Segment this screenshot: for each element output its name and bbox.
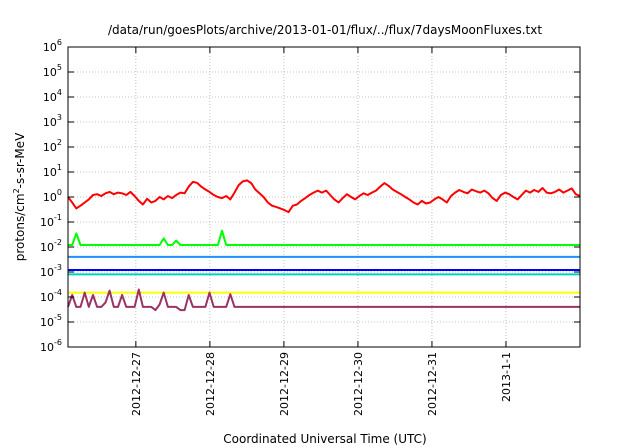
series-line-2 — [68, 229, 580, 246]
y-tick-label: 101 — [43, 163, 62, 179]
y-tick-exponent: -6 — [54, 338, 62, 347]
grid — [68, 47, 580, 347]
y-tick-base: 10 — [43, 116, 57, 129]
series-line-1 — [67, 179, 581, 214]
x-tick-label: 2012-12-29 — [278, 352, 291, 416]
y-tick-label: 10-4 — [40, 288, 62, 304]
y-tick-exponent: -2 — [54, 238, 62, 247]
y-tick-exponent: -4 — [54, 288, 62, 297]
y-tick-base: 10 — [43, 141, 57, 154]
y-axis: 10-610-510-410-310-210-11001011021031041… — [40, 38, 580, 354]
x-tick-label: 2012-12-28 — [204, 352, 217, 416]
y-tick-label: 10-5 — [40, 313, 62, 329]
y-tick-base: 10 — [43, 41, 57, 54]
y-axis-label-main: protons/cm — [13, 193, 27, 261]
y-tick-label: 104 — [43, 88, 62, 104]
x-axis: 2012-12-27 2012-12-28 2012-12-29 2012-12-30… — [130, 47, 513, 416]
y-tick-base: 10 — [40, 241, 54, 254]
y-tick-label: 103 — [43, 113, 62, 129]
series-lines — [67, 179, 581, 312]
chart-title: /data/run/goesPlots/archive/2013-01-01/f… — [108, 23, 542, 37]
y-tick-exponent: 1 — [57, 163, 62, 172]
y-tick-label: 102 — [43, 138, 62, 154]
y-tick-label: 106 — [43, 38, 62, 54]
series-line-7 — [67, 288, 580, 312]
y-tick-exponent: -1 — [54, 213, 62, 222]
x-tick-label: 2012-12-30 — [352, 352, 365, 416]
y-tick-base: 10 — [43, 166, 57, 179]
x-tick-label: 2012-12-27 — [130, 352, 143, 416]
y-tick-exponent: 3 — [57, 113, 62, 122]
x-tick-label: 2012-12-31 — [426, 352, 439, 416]
y-tick-base: 10 — [40, 216, 54, 229]
y-tick-label: 10-6 — [40, 338, 62, 354]
y-tick-label: 10-1 — [40, 213, 62, 229]
y-tick-exponent: 5 — [57, 63, 62, 72]
y-tick-label: 105 — [43, 63, 62, 79]
y-axis-label-tail: -s-sr-MeV — [13, 132, 27, 188]
y-tick-exponent: -5 — [54, 313, 62, 322]
y-tick-exponent: 4 — [57, 88, 62, 97]
y-tick-label: 10-2 — [40, 238, 62, 254]
y-tick-exponent: 6 — [57, 38, 62, 47]
x-tick-label: 2013-1-1 — [500, 352, 513, 402]
y-tick-exponent: -3 — [54, 263, 62, 272]
y-tick-exponent: 0 — [57, 188, 62, 197]
y-axis-label: protons/cm2-s-sr-MeV — [12, 132, 27, 261]
y-tick-base: 10 — [43, 191, 57, 204]
y-tick-base: 10 — [40, 316, 54, 329]
y-tick-base: 10 — [43, 66, 57, 79]
y-tick-base: 10 — [40, 291, 54, 304]
y-tick-base: 10 — [40, 266, 54, 279]
y-tick-base: 10 — [43, 91, 57, 104]
y-tick-base: 10 — [40, 341, 54, 354]
y-tick-label: 100 — [43, 188, 62, 204]
x-axis-label: Coordinated Universal Time (UTC) — [223, 432, 426, 446]
y-tick-exponent: 2 — [57, 138, 62, 147]
y-tick-label: 10-3 — [40, 263, 62, 279]
y-axis-label-exp: 2 — [12, 188, 21, 193]
